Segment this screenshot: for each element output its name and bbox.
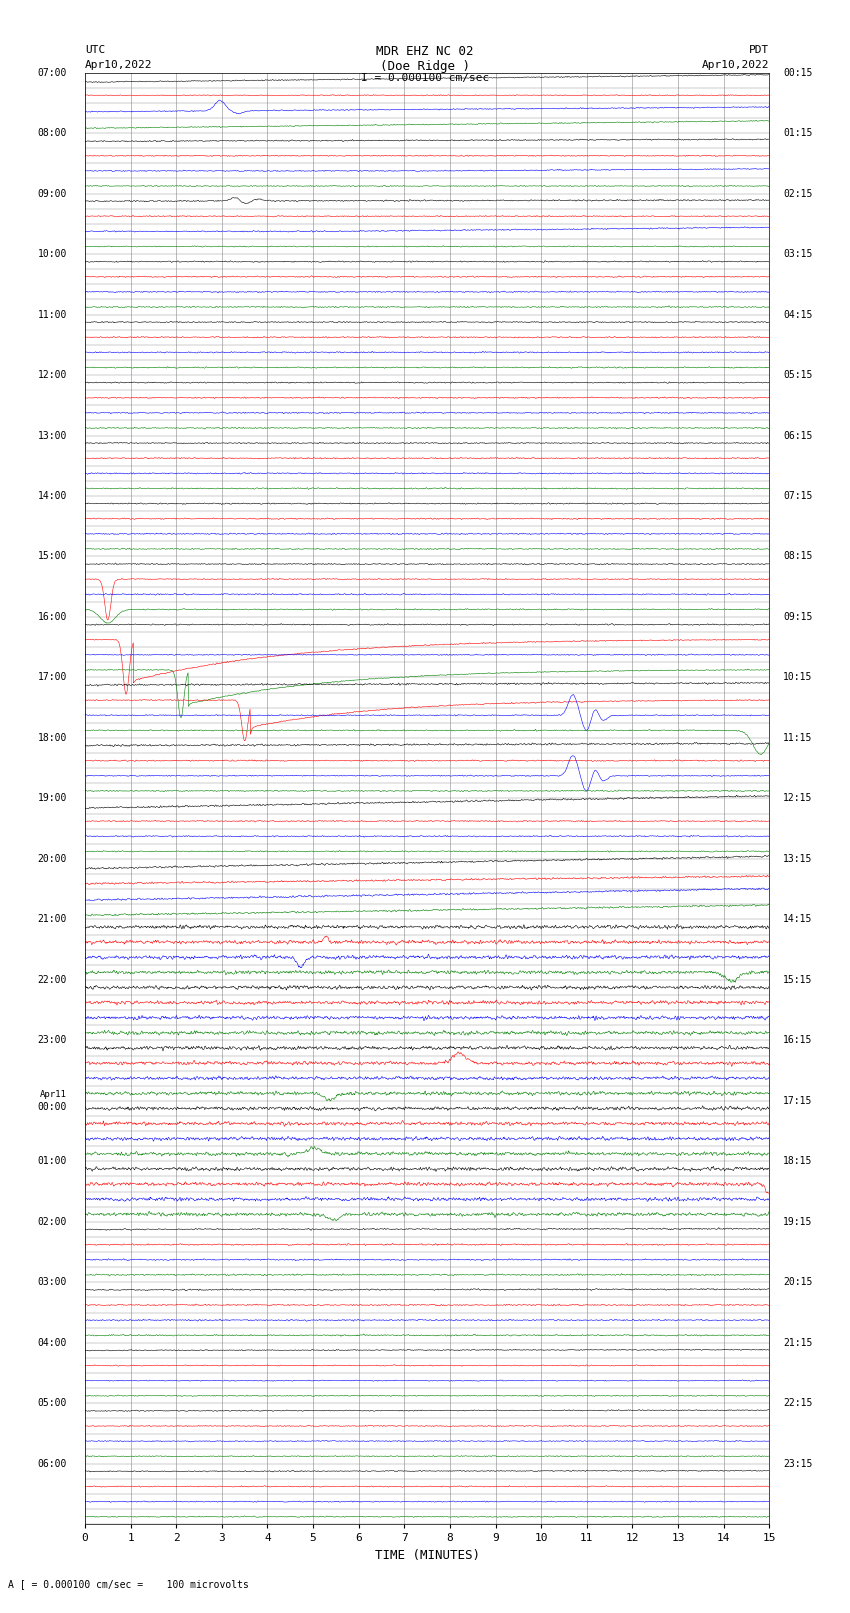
- Text: 03:15: 03:15: [783, 248, 813, 260]
- Text: 13:15: 13:15: [783, 853, 813, 865]
- Text: 06:00: 06:00: [37, 1458, 67, 1469]
- Text: 03:00: 03:00: [37, 1277, 67, 1287]
- Text: 05:15: 05:15: [783, 369, 813, 381]
- Text: 04:15: 04:15: [783, 310, 813, 319]
- Text: 18:00: 18:00: [37, 732, 67, 744]
- Text: 05:00: 05:00: [37, 1398, 67, 1408]
- Text: 08:00: 08:00: [37, 127, 67, 139]
- Text: UTC: UTC: [85, 45, 105, 55]
- Text: 14:00: 14:00: [37, 490, 67, 502]
- Text: 16:15: 16:15: [783, 1036, 813, 1045]
- Text: 14:15: 14:15: [783, 915, 813, 924]
- Text: MDR EHZ NC 02: MDR EHZ NC 02: [377, 45, 473, 58]
- Text: 09:15: 09:15: [783, 611, 813, 623]
- Text: 02:15: 02:15: [783, 189, 813, 198]
- Text: 23:15: 23:15: [783, 1458, 813, 1469]
- X-axis label: TIME (MINUTES): TIME (MINUTES): [375, 1548, 479, 1561]
- Text: 09:00: 09:00: [37, 189, 67, 198]
- Text: 13:00: 13:00: [37, 431, 67, 440]
- Text: 21:15: 21:15: [783, 1337, 813, 1348]
- Text: 10:00: 10:00: [37, 248, 67, 260]
- Text: 22:00: 22:00: [37, 974, 67, 986]
- Text: 07:15: 07:15: [783, 490, 813, 502]
- Text: PDT: PDT: [749, 45, 769, 55]
- Text: 20:15: 20:15: [783, 1277, 813, 1287]
- Text: 00:15: 00:15: [783, 68, 813, 77]
- Text: 17:00: 17:00: [37, 673, 67, 682]
- Text: 12:00: 12:00: [37, 369, 67, 381]
- Text: 22:15: 22:15: [783, 1398, 813, 1408]
- Text: 17:15: 17:15: [783, 1095, 813, 1107]
- Text: 01:00: 01:00: [37, 1157, 67, 1166]
- Text: 07:00: 07:00: [37, 68, 67, 77]
- Text: 10:15: 10:15: [783, 673, 813, 682]
- Text: 19:00: 19:00: [37, 794, 67, 803]
- Text: (Doe Ridge ): (Doe Ridge ): [380, 60, 470, 73]
- Text: 15:00: 15:00: [37, 552, 67, 561]
- Text: 18:15: 18:15: [783, 1157, 813, 1166]
- Text: 00:00: 00:00: [37, 1102, 67, 1111]
- Text: 11:00: 11:00: [37, 310, 67, 319]
- Text: 23:00: 23:00: [37, 1036, 67, 1045]
- Text: 01:15: 01:15: [783, 127, 813, 139]
- Text: 21:00: 21:00: [37, 915, 67, 924]
- Text: 16:00: 16:00: [37, 611, 67, 623]
- Text: 02:00: 02:00: [37, 1216, 67, 1227]
- Text: 11:15: 11:15: [783, 732, 813, 744]
- Text: 15:15: 15:15: [783, 974, 813, 986]
- Text: 04:00: 04:00: [37, 1337, 67, 1348]
- Text: Apr10,2022: Apr10,2022: [85, 60, 152, 69]
- Text: 08:15: 08:15: [783, 552, 813, 561]
- Text: 12:15: 12:15: [783, 794, 813, 803]
- Text: Apr11: Apr11: [40, 1090, 67, 1100]
- Text: 19:15: 19:15: [783, 1216, 813, 1227]
- Text: 06:15: 06:15: [783, 431, 813, 440]
- Text: Apr10,2022: Apr10,2022: [702, 60, 769, 69]
- Text: I = 0.000100 cm/sec: I = 0.000100 cm/sec: [361, 73, 489, 82]
- Text: A [ = 0.000100 cm/sec =    100 microvolts: A [ = 0.000100 cm/sec = 100 microvolts: [8, 1579, 249, 1589]
- Text: 20:00: 20:00: [37, 853, 67, 865]
